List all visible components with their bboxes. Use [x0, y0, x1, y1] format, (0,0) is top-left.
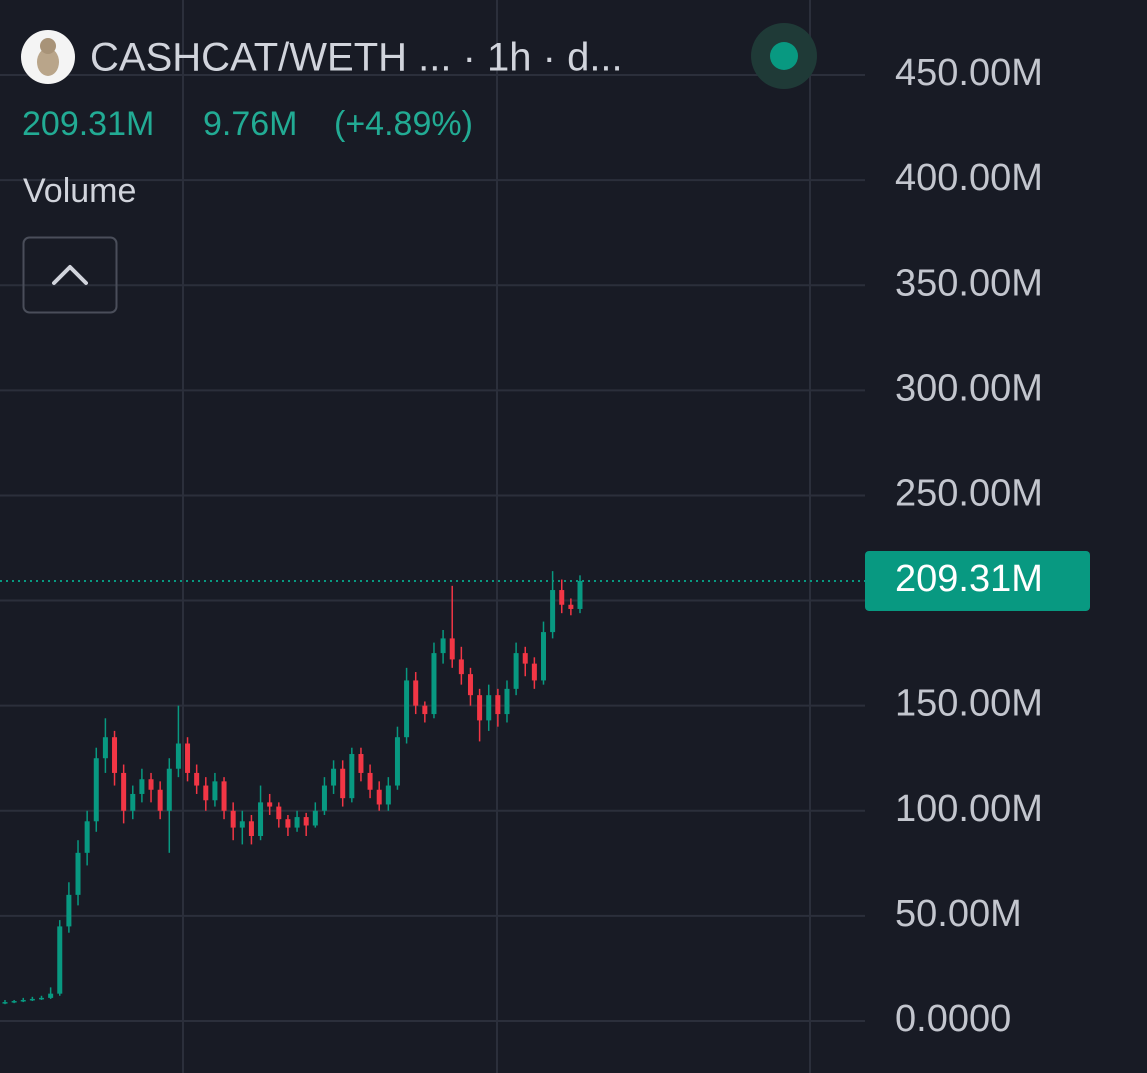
candle-body — [504, 688, 510, 715]
candle-body — [331, 768, 337, 786]
y-tick-label: 350.00M — [895, 262, 1043, 304]
change: 9.76M — [203, 105, 298, 143]
candle-body — [404, 680, 410, 738]
y-tick-label: 300.00M — [895, 367, 1043, 409]
candle-body — [394, 737, 400, 786]
candle-body — [139, 779, 145, 794]
price-tag — [865, 550, 1090, 611]
candle-body — [376, 789, 382, 805]
candle-body — [486, 695, 492, 721]
y-tick-label: 50.00M — [895, 893, 1022, 935]
time-grid — [182, 0, 811, 1073]
candle-body — [112, 737, 118, 773]
candle-body — [29, 998, 35, 1001]
candle-body — [276, 806, 282, 820]
indicator-label: Volume — [23, 172, 136, 210]
candle-body — [258, 802, 264, 837]
cat-icon — [37, 48, 59, 76]
candle-body — [495, 695, 501, 715]
candle-body — [75, 852, 81, 895]
candle-body — [267, 802, 273, 807]
last-price: 209.31M — [22, 105, 154, 143]
candle-body — [2, 1002, 8, 1004]
candle-body — [48, 993, 54, 998]
candle-body — [440, 638, 446, 654]
candle-body — [531, 663, 537, 681]
candle-body — [285, 819, 291, 828]
candle-body — [367, 772, 373, 790]
candle-body — [57, 926, 63, 994]
candle-body — [185, 743, 191, 773]
candle-body — [93, 758, 99, 822]
candle-body — [467, 674, 473, 696]
price-tag-label: 209.31M — [895, 558, 1043, 600]
candle-body — [513, 653, 519, 689]
candle-body — [303, 817, 309, 826]
header: CASHCAT/WETH ... · 1h · d... 209.31M 9.7… — [21, 23, 817, 314]
candle-body — [413, 680, 419, 706]
candle-body — [102, 737, 108, 759]
candle-body — [175, 743, 181, 769]
collapse-button[interactable] — [22, 236, 118, 314]
pair-title: CASHCAT/WETH ... · 1h · d... — [90, 36, 623, 80]
candle-body — [294, 817, 300, 828]
y-tick-label: 150.00M — [895, 683, 1043, 725]
y-tick-label: 250.00M — [895, 472, 1043, 514]
candle-body — [321, 785, 327, 811]
candle-body — [130, 793, 136, 811]
candle-body — [568, 604, 574, 609]
candle-body — [358, 754, 364, 773]
candle-body — [20, 999, 26, 1002]
candle-body — [477, 695, 483, 721]
candle-body — [39, 997, 45, 1000]
candle-body — [84, 821, 90, 853]
candle-body — [422, 705, 428, 715]
candle-body — [11, 1001, 17, 1003]
candle-body — [577, 580, 583, 609]
candle-body — [239, 821, 245, 828]
candle-body — [540, 632, 546, 681]
candle-body — [248, 821, 254, 837]
candle-body — [166, 768, 172, 811]
y-tick-label: 100.00M — [895, 788, 1043, 830]
candle-body — [121, 772, 127, 811]
candle-body — [212, 781, 218, 801]
status-dot — [770, 42, 798, 70]
candle-body — [221, 781, 227, 811]
cat-head — [40, 38, 56, 54]
candle-body — [431, 653, 437, 715]
candle-body — [194, 772, 200, 786]
candle-body — [148, 779, 154, 790]
change-pct: (+4.89%) — [334, 105, 473, 143]
candle-body — [157, 789, 163, 811]
chevron-icon — [52, 265, 88, 285]
plot — [0, 74, 865, 1022]
candle-body — [559, 590, 565, 605]
candle-body — [203, 785, 209, 801]
candle-body — [66, 894, 72, 927]
candle-body — [449, 638, 455, 660]
candle-body — [550, 590, 556, 633]
candle-body — [458, 659, 464, 675]
y-tick-label: 400.00M — [895, 157, 1043, 199]
y-tick-label: 450.00M — [895, 52, 1043, 94]
candle-body — [312, 810, 318, 826]
candle-body — [522, 653, 528, 664]
candle-body — [385, 785, 391, 805]
candle-body — [340, 768, 346, 799]
candle-body — [349, 754, 355, 799]
candle-body — [230, 810, 236, 828]
y-tick-label: 0.0000 — [895, 998, 1011, 1040]
